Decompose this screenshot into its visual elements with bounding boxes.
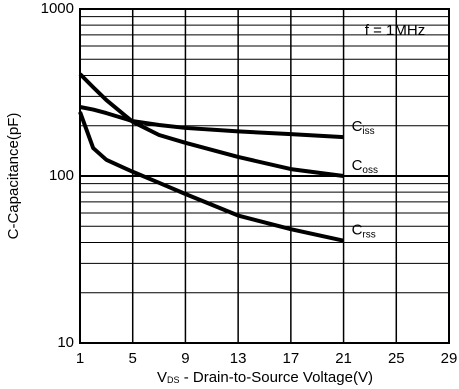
series-label: Ciss [352, 118, 375, 137]
series-subscript: oss [362, 165, 378, 176]
x-tick-label: 25 [388, 350, 405, 367]
series-name: C [352, 118, 363, 135]
series-subscript: rss [362, 229, 375, 240]
x-axis-label: VDS - Drain-to-Source Voltage(V) [157, 369, 373, 386]
x-tick-label: 17 [283, 350, 300, 367]
series-subscript: iss [362, 126, 374, 137]
series-name: C [352, 157, 363, 174]
series-line [78, 111, 344, 243]
y-axis-label: C-Capacitance(pF) [5, 113, 22, 240]
x-tick-label: 1 [76, 350, 84, 367]
x-label-text: - Drain-to-Source Voltage(V) [180, 369, 373, 386]
x-tick-label: 21 [335, 350, 352, 367]
y-tick-label: 10 [57, 334, 74, 351]
series-label: Crss [352, 222, 376, 241]
series-label: Coss [352, 157, 378, 176]
x-tick-label: 13 [230, 350, 247, 367]
annotation: f = 1MHz [365, 22, 425, 39]
x-tick-label: 5 [129, 350, 137, 367]
y-tick-label: 100 [49, 167, 74, 184]
series-name: C [352, 222, 363, 239]
x-label-subscript: DS [167, 375, 180, 385]
y-tick-label: 1000 [41, 0, 74, 17]
x-tick-label: 29 [441, 350, 458, 367]
series-line [78, 72, 344, 178]
plot-frame [79, 8, 450, 344]
x-tick-label: 9 [181, 350, 189, 367]
x-label-symbol: V [157, 369, 167, 386]
series-line [79, 105, 344, 140]
